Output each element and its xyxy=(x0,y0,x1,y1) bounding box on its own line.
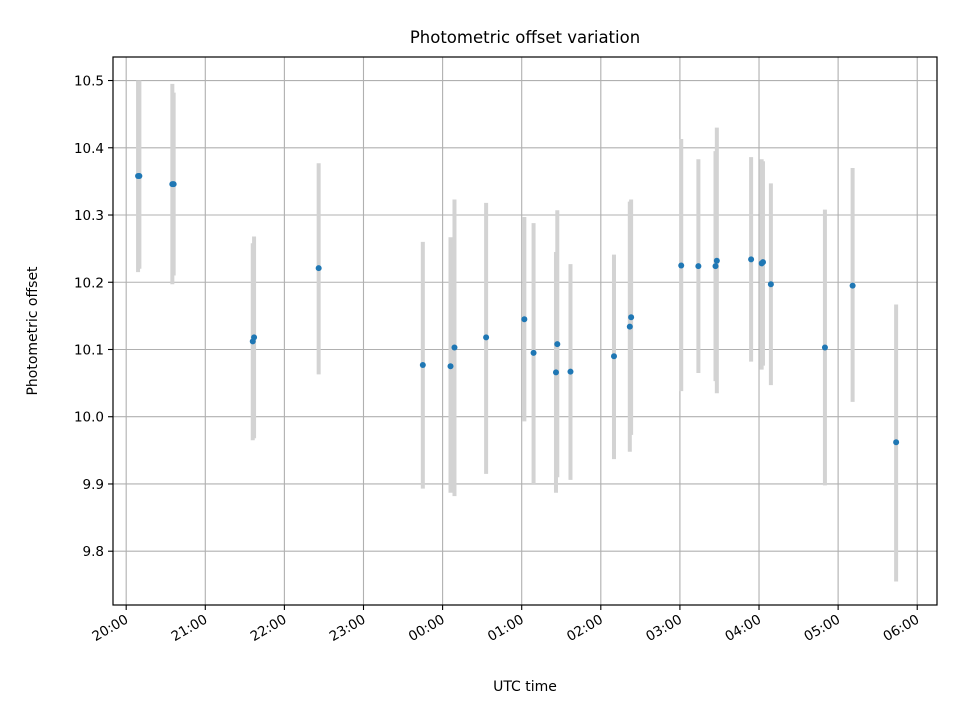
data-points xyxy=(135,173,900,446)
y-tick-label: 10.1 xyxy=(74,342,104,358)
data-point xyxy=(483,334,490,341)
y-axis-label: Photometric offset xyxy=(25,266,41,396)
data-point xyxy=(678,262,685,269)
data-point xyxy=(821,344,828,351)
data-point xyxy=(767,281,774,288)
data-point xyxy=(451,344,458,351)
data-point xyxy=(759,259,766,266)
y-tick-label: 10.5 xyxy=(74,74,104,90)
data-point xyxy=(893,439,900,446)
y-tick-label: 10.3 xyxy=(74,208,104,224)
data-point xyxy=(628,314,635,321)
data-point xyxy=(530,349,537,356)
data-point xyxy=(695,263,702,270)
data-point xyxy=(713,257,720,264)
data-point xyxy=(419,361,426,368)
y-tick-label: 9.8 xyxy=(83,544,104,560)
data-point xyxy=(315,265,322,272)
data-point xyxy=(748,256,755,263)
plot-frame xyxy=(112,56,938,606)
y-tick-label: 10.2 xyxy=(74,275,104,291)
chart-title: Photometric offset variation xyxy=(410,28,640,47)
data-point xyxy=(626,323,633,330)
y-tick-label: 10.0 xyxy=(74,410,104,426)
data-point xyxy=(567,368,574,375)
y-tick-label: 9.9 xyxy=(83,477,104,493)
data-point xyxy=(136,173,143,180)
data-point xyxy=(251,334,258,341)
data-point xyxy=(712,263,719,270)
y-tick-label: 10.4 xyxy=(74,141,104,157)
data-point xyxy=(554,341,561,348)
data-point xyxy=(521,316,528,323)
data-point xyxy=(447,363,454,370)
data-point xyxy=(552,369,559,376)
y-axis: 9.8 9.9 10.0 10.1 10.2 10.3 10.4 10.5 xyxy=(74,74,113,560)
data-point xyxy=(610,353,617,360)
x-axis-label: UTC time xyxy=(493,679,557,695)
data-point xyxy=(849,282,856,289)
data-point xyxy=(170,181,177,188)
